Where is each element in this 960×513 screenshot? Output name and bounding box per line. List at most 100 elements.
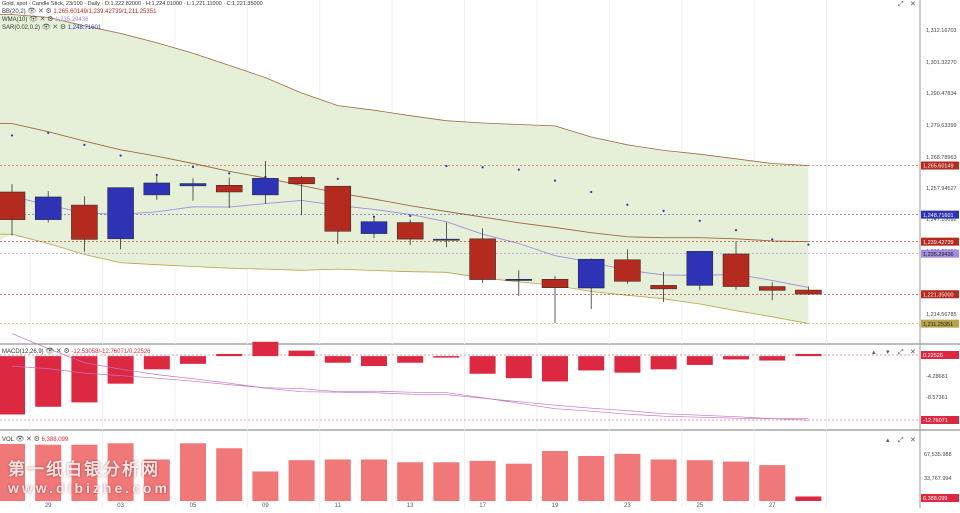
candle-bullish bbox=[34, 196, 62, 220]
price-panel bbox=[0, 0, 960, 345]
price-tag: 1,265.60149 bbox=[921, 161, 959, 170]
x-tick-label: 13 bbox=[407, 503, 414, 508]
x-tick-label: 11 bbox=[335, 503, 342, 508]
macd-histogram-bar bbox=[723, 356, 749, 360]
macd-histogram-bar bbox=[107, 356, 134, 384]
volume-bar bbox=[143, 459, 170, 501]
close-icon[interactable]: ✕ bbox=[39, 16, 46, 23]
sar-point bbox=[807, 243, 810, 246]
volume-bar bbox=[795, 496, 822, 501]
expand-icon[interactable]: ⤢ bbox=[898, 437, 904, 444]
visibility-icon[interactable]: 👁 bbox=[29, 16, 38, 23]
gear-icon[interactable]: ⚙ bbox=[33, 436, 40, 443]
macd-histogram-bar bbox=[505, 356, 532, 379]
macd-histogram-bar bbox=[433, 356, 460, 358]
sar-point bbox=[590, 190, 593, 194]
macd-histogram-bar bbox=[35, 356, 62, 407]
volume-bar bbox=[180, 443, 206, 501]
candle-bearish bbox=[215, 185, 243, 193]
visibility-icon[interactable]: 👁 bbox=[45, 348, 55, 355]
volume-bar bbox=[361, 459, 387, 501]
price-tag: 1,248.71601 bbox=[921, 210, 959, 219]
volume-bar bbox=[469, 460, 496, 501]
move-up-icon[interactable]: ▴ bbox=[872, 349, 876, 356]
bb-mid-line bbox=[0, 123, 809, 243]
price-axis: 1,312.16703 1,301.32270 1,290.47834 1,279.6… bbox=[919, 0, 959, 508]
volume-bar bbox=[397, 462, 424, 501]
gear-icon[interactable]: ⚙ bbox=[47, 16, 54, 23]
expand-icon[interactable]: ⤢ bbox=[898, 1, 904, 8]
close-icon[interactable]: ✕ bbox=[52, 24, 59, 31]
indicator-sar-row[interactable]: SAR(0.02,0.2) 👁 ✕ ⚙ 1,248.71601 bbox=[2, 24, 101, 31]
candle-bearish bbox=[795, 289, 822, 295]
volume-tick-label: 67,535.988 bbox=[924, 452, 952, 458]
visibility-icon[interactable]: 👁 bbox=[15, 436, 25, 443]
indicator-wma-label: WMA(10) bbox=[2, 17, 28, 23]
price-tag-label: 1,248.71601 bbox=[923, 213, 954, 219]
macd-header[interactable]: MACD(12,26,9) 👁 ✕ ⚙ -12.53058/-12.76071/… bbox=[2, 348, 151, 355]
x-tick-label: 29 bbox=[45, 503, 52, 508]
price-tag: 1,235.29436 bbox=[921, 249, 959, 258]
volume-tag: 6,388.099 bbox=[921, 494, 959, 502]
volume-panel: 29 03 05 09 11 13 17 19 23 25 27 67,535.988 33,767.9… bbox=[0, 432, 959, 509]
x-tick-label: 03 bbox=[117, 503, 124, 508]
bollinger-band-fill bbox=[0, 14, 809, 324]
x-tick-label: 09 bbox=[262, 503, 269, 508]
indicator-bb-value: 1,265.60149/1,239.42739/1,211.25351 bbox=[53, 9, 157, 15]
indicator-bb-label: BB(20,2) bbox=[2, 9, 26, 15]
close-icon[interactable]: ✕ bbox=[26, 436, 32, 443]
price-tick-label: 1,312.16703 bbox=[926, 28, 957, 34]
move-down-icon[interactable]: ▾ bbox=[886, 349, 890, 356]
vol-header[interactable]: VOL 👁 ✕ ⚙ 6,388.099 bbox=[2, 436, 68, 443]
expand-icon[interactable]: ⤢ bbox=[898, 349, 904, 356]
visibility-icon[interactable]: 👁 bbox=[41, 24, 51, 31]
macd-histogram-bar bbox=[578, 356, 605, 371]
price-tick-label: 1,301.32270 bbox=[926, 60, 957, 66]
close-panel-icon[interactable]: ✕ bbox=[910, 437, 916, 444]
price-tick-label: 1,257.94527 bbox=[926, 186, 957, 192]
sar-point bbox=[698, 219, 701, 222]
macd-histogram-bar bbox=[614, 356, 641, 373]
price-tick-label: 1,268.78963 bbox=[926, 155, 957, 161]
macd-tick-label: -8.57361 bbox=[926, 395, 948, 401]
sar-point bbox=[47, 131, 50, 135]
candle-bullish bbox=[252, 178, 279, 196]
close-icon[interactable]: ✕ bbox=[55, 348, 62, 355]
indicator-wma-row[interactable]: WMA(10) 👁 ✕ ⚙ 1,235.29436 bbox=[2, 16, 88, 23]
macd-tick-label: -4.28681 bbox=[926, 374, 948, 380]
volume-bar bbox=[505, 463, 532, 501]
sar-point bbox=[553, 179, 557, 182]
volume-bar bbox=[216, 448, 243, 501]
indicator-bb-row[interactable]: BB(20,2) 👁 ✕ ⚙ 1,265.60149/1,239.42739/1… bbox=[2, 8, 156, 15]
gear-icon[interactable]: ⚙ bbox=[63, 348, 70, 355]
candle-bullish bbox=[577, 258, 605, 289]
sar-point bbox=[662, 209, 665, 212]
price-tag-label: 1,265.60149 bbox=[923, 164, 954, 170]
close-panel-icon[interactable]: ✕ bbox=[910, 1, 916, 8]
indicator-wma-value: 1,235.29436 bbox=[55, 17, 89, 23]
candle-bullish bbox=[686, 251, 714, 286]
close-panel-icon[interactable]: ✕ bbox=[910, 349, 916, 356]
price-tag: 1,211.25351 bbox=[921, 319, 959, 328]
candle-bearish bbox=[0, 191, 26, 220]
close-icon[interactable]: ✕ bbox=[37, 8, 44, 15]
price-tag-label: 1,221.35000 bbox=[923, 292, 954, 298]
macd-histogram-bar bbox=[180, 356, 206, 364]
candle-bearish bbox=[541, 279, 569, 288]
price-tick-label: 1,279.63399 bbox=[926, 123, 957, 129]
volume-bar bbox=[288, 460, 315, 501]
move-up-icon[interactable]: ▴ bbox=[886, 437, 890, 444]
visibility-icon[interactable]: 👁 bbox=[27, 8, 37, 15]
candle-bearish bbox=[722, 253, 750, 287]
gear-icon[interactable]: ⚙ bbox=[45, 8, 52, 15]
price-tag-label: 1,211.25351 bbox=[923, 322, 953, 328]
gear-icon[interactable]: ⚙ bbox=[59, 24, 67, 31]
sar-point bbox=[10, 134, 14, 137]
price-tag-bg bbox=[921, 237, 959, 246]
macd-histogram-bar bbox=[650, 356, 677, 370]
candle-bearish bbox=[614, 259, 641, 282]
vol-label: VOL bbox=[2, 437, 14, 443]
macd-panel: -4.28681 -8.57361 0.22526 -12.76071 bbox=[0, 333, 960, 431]
price-tag-label: 1,239.42739 bbox=[923, 240, 954, 246]
